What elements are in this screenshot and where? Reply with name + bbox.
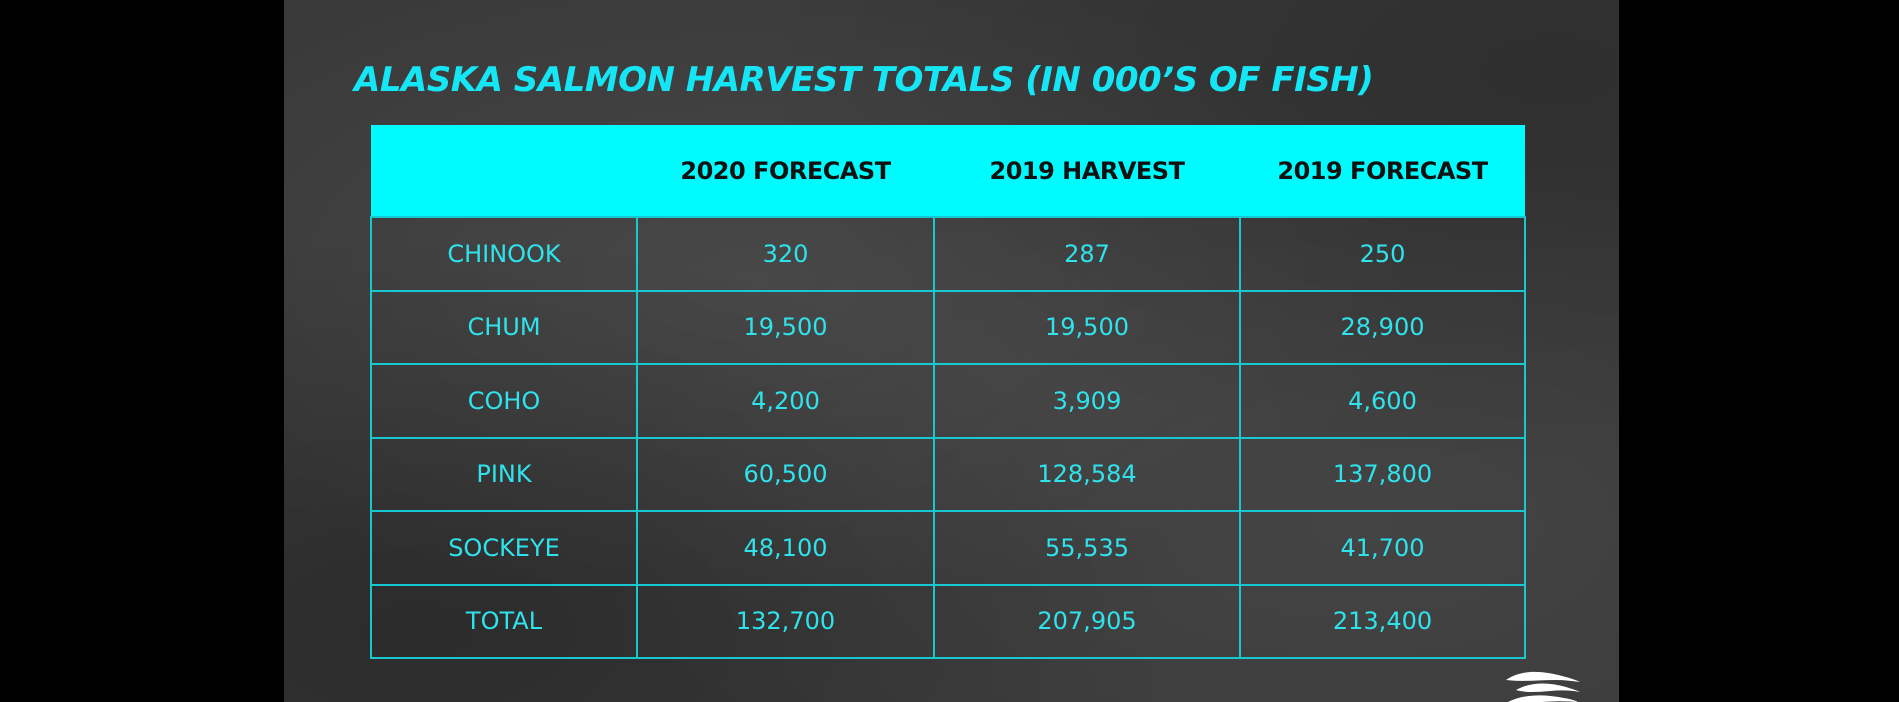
table-row: CHUM 19,500 19,500 28,900 bbox=[370, 289, 1526, 365]
value-cell: 3,909 bbox=[933, 363, 1241, 439]
table-header: 2020 FORECAST 2019 HARVEST 2019 FORECAST bbox=[371, 125, 1525, 217]
species-cell: PINK bbox=[370, 436, 638, 512]
species-cell: SOCKEYE bbox=[370, 510, 638, 586]
header-cell-2019-forecast: 2019 FORECAST bbox=[1240, 125, 1525, 217]
value-cell: 41,700 bbox=[1239, 510, 1526, 586]
value-cell: 128,584 bbox=[933, 436, 1241, 512]
table-row: SOCKEYE 48,100 55,535 41,700 bbox=[370, 510, 1526, 586]
species-cell: CHINOOK bbox=[370, 216, 638, 292]
harvest-table-container: 2020 FORECAST 2019 HARVEST 2019 FORECAST… bbox=[370, 125, 1526, 659]
table-row: PINK 60,500 128,584 137,800 bbox=[370, 436, 1526, 512]
header-cell-species bbox=[371, 125, 637, 217]
header-row: 2020 FORECAST 2019 HARVEST 2019 FORECAST bbox=[371, 125, 1525, 217]
table-row: CHINOOK 320 287 250 bbox=[370, 216, 1526, 292]
value-cell: 4,600 bbox=[1239, 363, 1526, 439]
slide-title: ALASKA SALMON HARVEST TOTALS (IN 000’S O… bbox=[354, 60, 1374, 100]
value-cell: 213,400 bbox=[1239, 583, 1526, 659]
value-cell: 137,800 bbox=[1239, 436, 1526, 512]
value-cell: 55,535 bbox=[933, 510, 1241, 586]
value-cell: 132,700 bbox=[636, 583, 935, 659]
value-cell: 19,500 bbox=[933, 289, 1241, 365]
species-cell: TOTAL bbox=[370, 583, 638, 659]
header-cell-2020-forecast: 2020 FORECAST bbox=[637, 125, 934, 217]
header-cell-2019-harvest: 2019 HARVEST bbox=[934, 125, 1240, 217]
species-cell: COHO bbox=[370, 363, 638, 439]
table-row: COHO 4,200 3,909 4,600 bbox=[370, 363, 1526, 439]
value-cell: 28,900 bbox=[1239, 289, 1526, 365]
value-cell: 250 bbox=[1239, 216, 1526, 292]
value-cell: 4,200 bbox=[636, 363, 935, 439]
slide: ALASKA SALMON HARVEST TOTALS (IN 000’S O… bbox=[284, 0, 1619, 702]
table-body: CHINOOK 320 287 250 CHUM 19,500 19,500 2… bbox=[370, 216, 1526, 659]
table-row-total: TOTAL 132,700 207,905 213,400 bbox=[370, 583, 1526, 659]
harvest-table: 2020 FORECAST 2019 HARVEST 2019 FORECAST… bbox=[370, 125, 1526, 659]
value-cell: 207,905 bbox=[933, 583, 1241, 659]
value-cell: 48,100 bbox=[636, 510, 935, 586]
fish-waves-logo-icon bbox=[1506, 671, 1580, 702]
value-cell: 320 bbox=[636, 216, 935, 292]
value-cell: 60,500 bbox=[636, 436, 935, 512]
species-cell: CHUM bbox=[370, 289, 638, 365]
value-cell: 287 bbox=[933, 216, 1241, 292]
value-cell: 19,500 bbox=[636, 289, 935, 365]
